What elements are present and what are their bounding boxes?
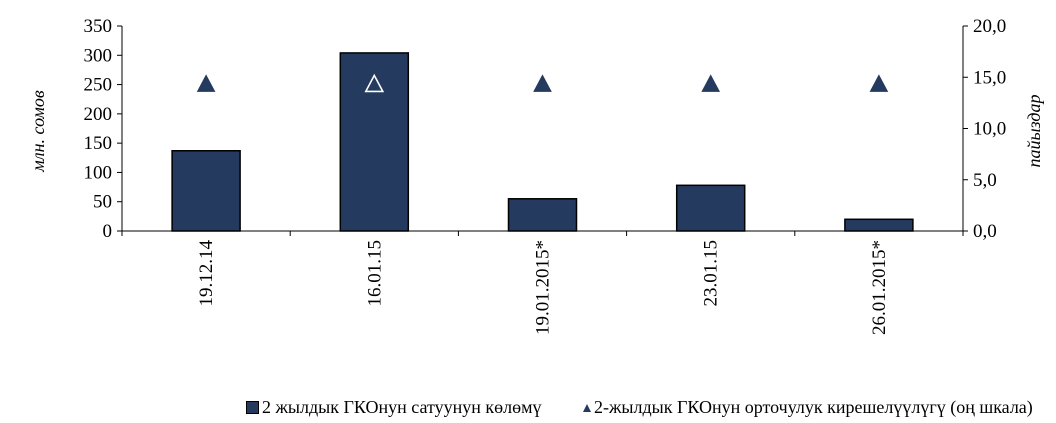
left-tick-label: 200 <box>84 104 113 125</box>
x-tick-label: 23.01.15 <box>701 240 722 307</box>
left-tick-label: 150 <box>84 133 113 154</box>
legend-item-yield: 2-жылдык ГКОнун орточулук кирешелүүлүгү … <box>583 397 1033 418</box>
y-axis-title: млн. сомов <box>28 90 48 173</box>
left-tick-label: 300 <box>84 45 113 66</box>
left-tick-label: 350 <box>84 16 113 37</box>
bar-series <box>171 52 914 232</box>
x-axis: 19.12.14 16.01.15 19.01.2015* 23.01.15 26.01… <box>121 230 964 335</box>
bar <box>507 198 578 232</box>
legend-label-volume: 2 жылдык ГКОнун сатуунун көлөмү <box>262 397 542 417</box>
bar <box>171 150 241 232</box>
bar <box>339 52 410 232</box>
right-tick-label: 15,0 <box>973 67 1006 88</box>
legend-bar-swatch <box>246 401 259 414</box>
yield-marker <box>533 74 552 92</box>
right-axis: 0,0 5,0 10,0 15,0 20,0 <box>962 16 1006 242</box>
right-tick-label: 0,0 <box>973 221 997 242</box>
bar <box>844 218 914 232</box>
left-axis: 0 50 100 150 200 250 300 350 <box>84 16 123 242</box>
left-tick-label: 250 <box>84 75 113 96</box>
yield-marker <box>869 74 889 92</box>
right-tick-label: 20,0 <box>973 16 1006 37</box>
yield-marker <box>364 73 385 93</box>
legend-item-volume: 2 жылдык ГКОнун сатуунун көлөмү <box>246 397 541 418</box>
chart: млн. сомов пайыздар 0 50 100 150 200 250 300 35… <box>28 16 1044 335</box>
legend-label-yield: 2-жылдык ГКОнун орточулук кирешелүүлүгү … <box>594 397 1033 417</box>
legend: 2 жылдык ГКОнун сатуунун көлөмү 2-жылдык… <box>0 397 1056 421</box>
right-tick-label: 10,0 <box>973 119 1006 140</box>
y2-axis-title: пайыздар <box>1024 94 1044 167</box>
x-tick-label: 26.01.2015* <box>869 240 890 335</box>
left-tick-label: 50 <box>93 192 112 213</box>
left-tick-label: 0 <box>103 221 113 242</box>
x-tick-label: 19.01.2015* <box>533 240 554 335</box>
x-tick-label: 16.01.15 <box>364 240 385 307</box>
bar <box>675 184 746 232</box>
marker-series <box>196 73 889 93</box>
right-tick-label: 5,0 <box>973 170 997 191</box>
legend-triangle-icon <box>583 403 591 412</box>
left-tick-label: 100 <box>84 162 113 183</box>
yield-marker <box>701 74 721 92</box>
yield-marker <box>196 74 216 92</box>
x-tick-label: 19.12.14 <box>196 240 217 307</box>
